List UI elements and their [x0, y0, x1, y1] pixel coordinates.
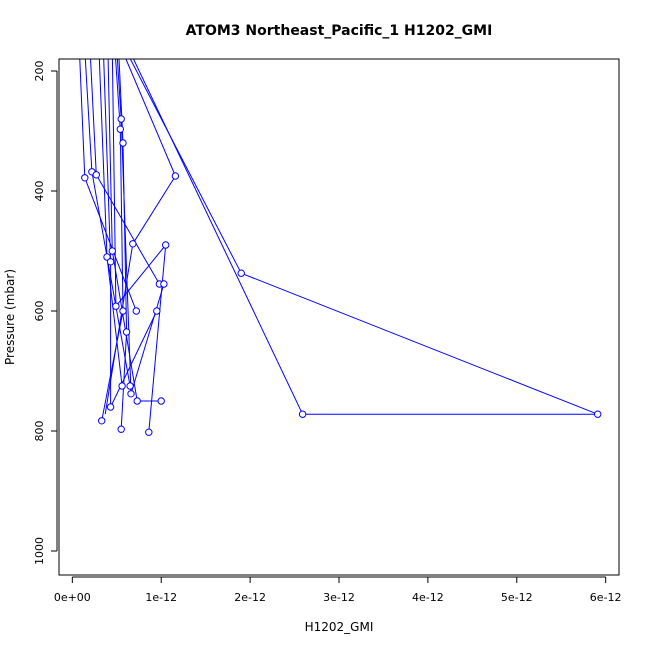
profile-segment-27	[132, 175, 176, 245]
profile-segment-6	[98, 59, 108, 258]
data-point-12	[129, 240, 137, 248]
data-point-7	[116, 125, 125, 133]
data-point-24	[157, 397, 165, 405]
profile-segment-0	[79, 59, 86, 178]
x-tick-label-5: 5e-12	[501, 591, 533, 604]
x-tick-label-1: 1e-12	[145, 591, 177, 604]
profile-segment-8	[103, 59, 112, 262]
data-point-28	[145, 428, 153, 436]
y-tick-label-2: 600	[33, 301, 46, 322]
data-point-23	[133, 397, 141, 405]
data-point-16	[160, 280, 168, 288]
profile-segment-29	[132, 59, 304, 415]
profile-segment-16	[148, 244, 167, 433]
profile-segment-18	[119, 129, 124, 312]
profile-segment-32	[129, 59, 242, 274]
x-axis: 0e+00 1e-12 2e-12 3e-12 4e-12 5e-12 6e-12	[54, 576, 622, 604]
profile-segment-12	[111, 250, 138, 402]
x-tick-label-2: 2e-12	[234, 591, 266, 604]
profile-segment-31	[241, 272, 598, 415]
data-point-5	[108, 247, 117, 255]
y-axis-label: Pressure (mbar)	[3, 269, 17, 365]
data-point-30	[594, 410, 602, 418]
data-point-14	[153, 307, 161, 315]
data-point-11	[122, 328, 131, 336]
data-point-20	[118, 382, 126, 390]
profile-segment-26	[125, 59, 176, 177]
profile-segment-15	[115, 244, 167, 307]
profile-segment-25	[120, 331, 128, 430]
y-tick-label-3: 800	[33, 421, 46, 442]
data-point-29	[298, 410, 307, 418]
data-point-9	[119, 139, 127, 147]
profile-segment-24	[122, 142, 128, 333]
profile-segment-21	[120, 118, 132, 394]
profile-segment-28	[104, 243, 134, 415]
data-point-25	[106, 403, 115, 411]
profile-segment-4	[90, 59, 97, 175]
profile-segment-22	[130, 283, 165, 394]
data-point-2	[92, 171, 101, 179]
profile-segment-2	[84, 59, 93, 172]
profile-segment-11	[107, 59, 113, 252]
y-tick-label-0: 200	[33, 61, 46, 82]
chart-title: ATOM3 Northeast_Pacific_1 H1202_GMI	[186, 23, 493, 39]
data-point-6	[112, 302, 120, 310]
x-tick-label-3: 3e-12	[323, 591, 355, 604]
data-point-0	[81, 174, 89, 182]
y-axis: 200 400 600 800 1000	[33, 61, 58, 565]
profile-segment-20	[116, 59, 122, 120]
plot-lines	[79, 59, 598, 433]
plot-points	[81, 115, 602, 436]
x-tick-label-6: 6e-12	[590, 591, 622, 604]
data-point-13	[132, 307, 141, 315]
data-point-21	[126, 382, 134, 390]
data-point-4	[106, 258, 115, 266]
data-point-18	[171, 172, 180, 180]
profile-segment-7	[106, 256, 123, 387]
data-point-26	[98, 417, 106, 425]
x-tick-label-0: 0e+00	[54, 591, 91, 604]
data-point-8	[117, 115, 125, 123]
data-point-27	[117, 425, 125, 433]
plot-frame	[58, 58, 620, 576]
x-axis-label: H1202_GMI	[305, 620, 374, 634]
data-point-22	[127, 390, 135, 398]
data-point-10	[119, 307, 127, 315]
y-tick-label-1: 400	[33, 181, 46, 202]
data-point-19	[237, 269, 245, 277]
data-point-17	[162, 241, 170, 249]
data-point-3	[103, 253, 111, 261]
y-tick-label-4: 1000	[33, 537, 46, 565]
profile-segment-10	[110, 310, 158, 408]
x-tick-label-4: 4e-12	[412, 591, 444, 604]
profile-segment-14	[111, 59, 117, 307]
